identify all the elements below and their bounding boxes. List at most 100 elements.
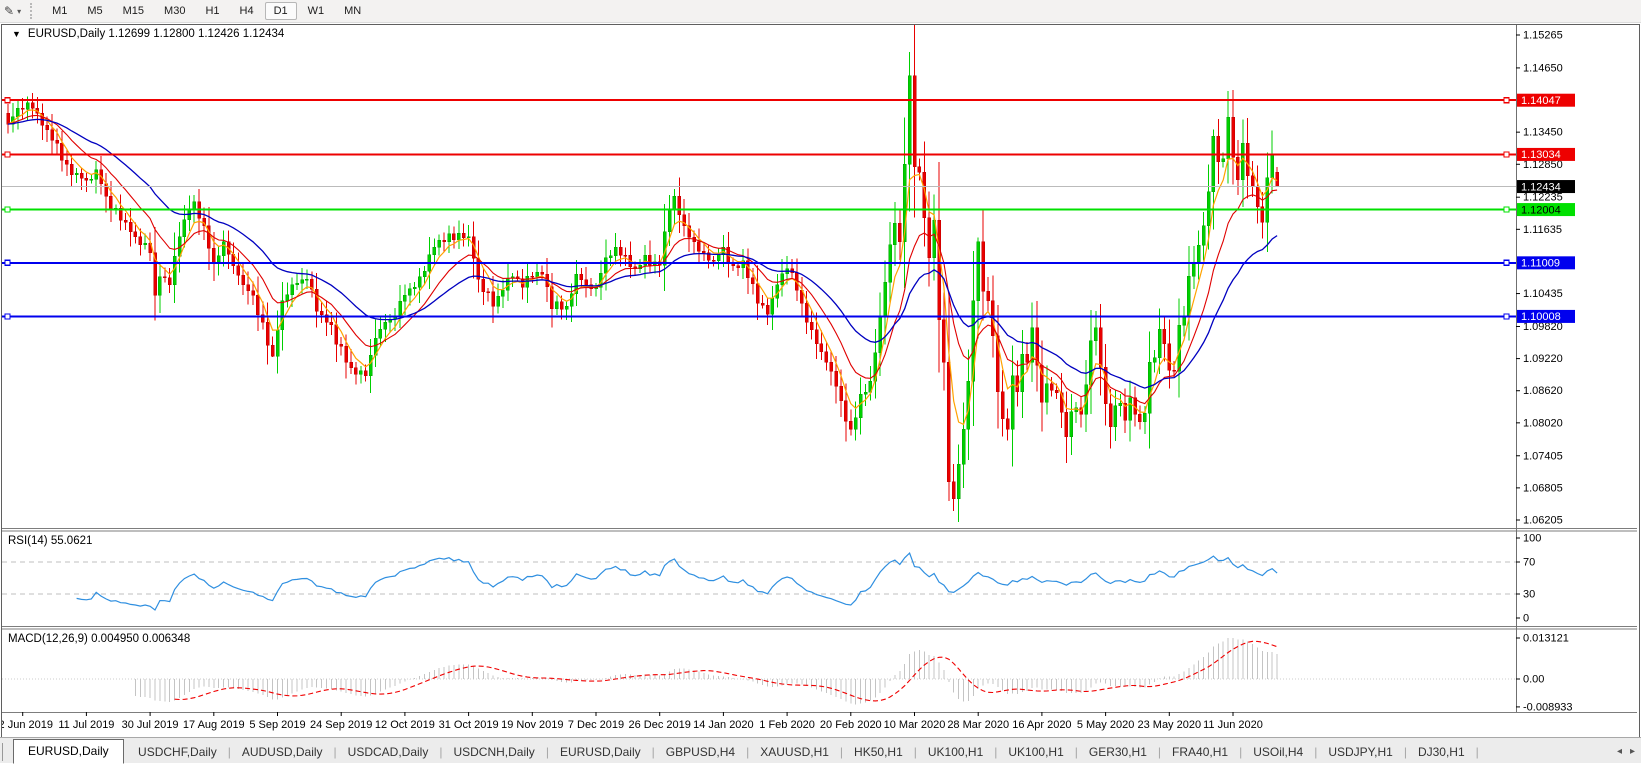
tab-separator: | — [1239, 745, 1243, 759]
price-lines-layer[interactable] — [2, 97, 1516, 320]
price-line-tag: 1.12004 — [1521, 204, 1561, 216]
toolbar-grip[interactable] — [30, 3, 37, 19]
timeframe-m30[interactable]: M30 — [164, 5, 186, 17]
tab-separator: | — [651, 745, 655, 759]
collapse-arrow-icon[interactable]: ▼ — [12, 29, 21, 39]
date-axis[interactable]: 22 Jun 2019 11 Jul 2019 30 Jul 2019 17 Aug … — [0, 712, 1263, 731]
hline-anchor[interactable] — [1503, 206, 1510, 213]
ma-medium-line[interactable] — [7, 114, 1278, 405]
date-label: 11 Jul 2019 — [58, 719, 114, 731]
date-label: 31 Oct 2019 — [439, 719, 499, 731]
chart-svg[interactable]: 1.15265 1.14650 1.13450 1.12850 1.12235 1.116… — [0, 21, 1637, 735]
price-tick-label: 1.07405 — [1523, 450, 1563, 462]
chart-tabs: EURUSD,Daily USDCHF,Daily | AUDUSD,Daily | U… — [13, 739, 1479, 764]
chart-tab-12[interactable]: FRA40,H1 — [1172, 745, 1229, 759]
price-tick-label: 1.08020 — [1523, 417, 1563, 429]
rsi-panel[interactable] — [2, 552, 1516, 611]
chart-tab-10[interactable]: UK100,H1 — [1008, 745, 1064, 759]
panel-splitters[interactable] — [2, 528, 1637, 713]
chart-tab-13[interactable]: USOil,H4 — [1253, 745, 1304, 759]
timeframe-toolbar: ✎ ▾ M1 M5 M15 M30 H1 H4 D1 W1 MN — [0, 0, 1641, 23]
timeframe-m15[interactable]: M15 — [122, 5, 145, 17]
date-label: 16 Apr 2020 — [1012, 719, 1071, 731]
tab-separator: | — [913, 745, 917, 759]
tab-separator: | — [1403, 745, 1407, 759]
chart-window[interactable]: 1.15265 1.14650 1.13450 1.12850 1.12235 1.116… — [0, 21, 1640, 738]
date-label: 20 Feb 2020 — [820, 719, 882, 731]
hline-anchor[interactable] — [4, 151, 11, 158]
timeframe-d1[interactable]: D1 — [264, 2, 297, 20]
chart-tabbar: EURUSD,Daily USDCHF,Daily | AUDUSD,Daily | U… — [0, 737, 1641, 764]
date-label: 24 Sep 2019 — [310, 719, 372, 731]
price-axis[interactable]: 1.15265 1.14650 1.13450 1.12850 1.12235 1.116… — [1516, 25, 1575, 713]
hline-anchor[interactable] — [1503, 259, 1510, 266]
date-label: 12 Oct 2019 — [375, 719, 435, 731]
draw-tool-dropdown-icon[interactable]: ▾ — [17, 7, 22, 16]
tabbar-grip[interactable] — [2, 743, 11, 761]
hline-anchor[interactable] — [1503, 313, 1510, 320]
tab-scroll-left-icon[interactable]: ◂ — [1616, 746, 1622, 757]
chart-tab-0[interactable]: EURUSD,Daily — [13, 739, 124, 764]
chart-tab-11[interactable]: GER30,H1 — [1088, 745, 1147, 759]
price-line-tag: 1.12434 — [1521, 181, 1561, 193]
price-line-tag: 1.10008 — [1521, 311, 1561, 323]
chart-tab-4[interactable]: USDCNH,Daily — [453, 745, 535, 759]
date-label: 17 Aug 2019 — [183, 719, 245, 731]
hline-anchor[interactable] — [4, 259, 11, 266]
rsi-tick-label: 0 — [1523, 613, 1529, 625]
chart-tab-2[interactable]: AUDUSD,Daily — [241, 745, 323, 759]
price-line-tag: 1.13034 — [1521, 149, 1561, 161]
hline-anchor[interactable] — [4, 206, 11, 213]
macd-tick-label: -0.008933 — [1523, 701, 1573, 713]
chart-tab-6[interactable]: GBPUSD,H4 — [665, 745, 736, 759]
chart-tab-14[interactable]: USDJPY,H1 — [1328, 745, 1393, 759]
timeframe-h4[interactable]: H4 — [239, 5, 254, 17]
date-label: 10 Mar 2020 — [884, 719, 946, 731]
timeframe-mn[interactable]: MN — [344, 5, 362, 17]
hline-anchor[interactable] — [4, 97, 11, 104]
chart-title-text: EURUSD,Daily 1.12699 1.12800 1.12426 1.1… — [28, 28, 285, 40]
hline-anchor[interactable] — [1503, 97, 1510, 104]
price-tick-label: 1.15265 — [1523, 30, 1563, 42]
hline-anchor[interactable] — [1503, 151, 1510, 158]
hline-anchor[interactable] — [4, 313, 11, 320]
tab-separator: | — [839, 745, 844, 759]
tab-separator: | — [1314, 745, 1318, 759]
macd-tick-label: 0.013121 — [1523, 633, 1569, 645]
macd-label: MACD(12,26,9) 0.004950 0.006348 — [8, 633, 190, 645]
timeframe-m1[interactable]: M1 — [52, 5, 68, 17]
candles-layer — [6, 21, 1279, 522]
tab-separator: | — [333, 745, 337, 759]
price-tick-label: 1.11635 — [1523, 224, 1562, 236]
chart-tab-5[interactable]: EURUSD,Daily — [559, 745, 641, 759]
chart-tab-15[interactable]: DJ30,H1 — [1417, 745, 1465, 759]
chart-tab-7[interactable]: XAUUSD,H1 — [760, 745, 829, 759]
tab-separator: | — [439, 745, 443, 759]
date-label: 22 Jun 2019 — [2, 719, 53, 731]
macd-signal-line — [174, 640, 1278, 702]
chart-tab-3[interactable]: USDCAD,Daily — [347, 745, 429, 759]
draw-tool-icon[interactable]: ✎ — [4, 4, 15, 18]
price-tick-label: 1.09220 — [1523, 353, 1563, 365]
rsi-tick-label: 100 — [1523, 533, 1541, 545]
tab-separator: | — [545, 745, 549, 759]
tab-separator: | — [1475, 745, 1479, 759]
macd-panel[interactable] — [2, 638, 1516, 705]
macd-tick-label: 0.00 — [1523, 674, 1544, 686]
ma-slow-line[interactable] — [7, 118, 1278, 389]
timeframe-m5[interactable]: M5 — [87, 5, 103, 17]
timeframe-h1[interactable]: H1 — [205, 5, 220, 17]
tab-separator: | — [1157, 745, 1162, 759]
chart-tab-9[interactable]: UK100,H1 — [927, 745, 984, 759]
timeframe-w1[interactable]: W1 — [307, 5, 325, 17]
price-tick-label: 1.14650 — [1523, 62, 1563, 74]
chart-tab-8[interactable]: HK50,H1 — [854, 745, 903, 759]
moving-averages-layer — [7, 109, 1278, 426]
date-label: 26 Dec 2019 — [629, 719, 691, 731]
date-label: 1 Feb 2020 — [759, 719, 815, 731]
tab-separator: | — [1074, 745, 1078, 759]
price-tick-label: 1.06205 — [1523, 515, 1563, 527]
chart-tab-1[interactable]: USDCHF,Daily — [138, 745, 217, 759]
timeframe-buttons: M1 M5 M15 M30 H1 H4 D1 W1 MN — [42, 2, 371, 20]
tab-scroll-right-icon[interactable]: ▸ — [1629, 746, 1635, 757]
